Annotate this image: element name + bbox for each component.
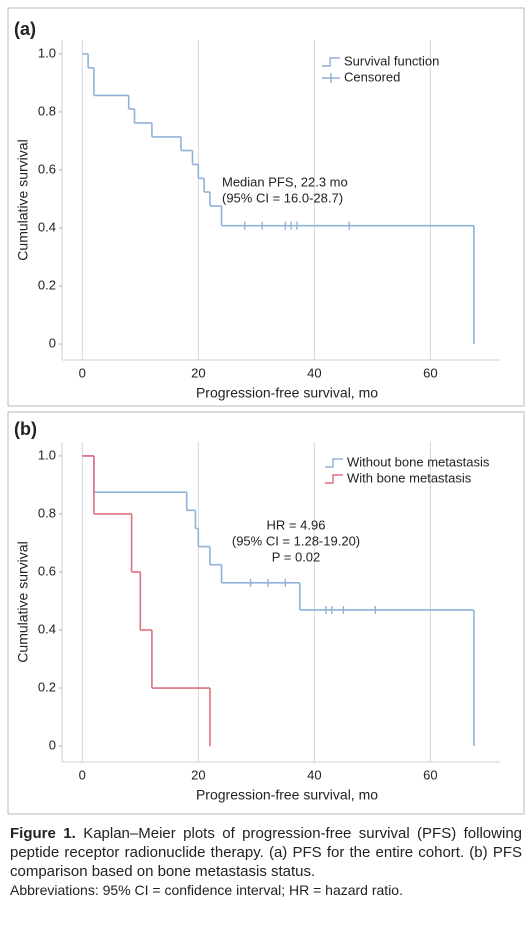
legend-label: Without bone metastasis — [347, 454, 490, 469]
legend-swatch — [325, 458, 343, 468]
x-tick-label: 60 — [423, 767, 437, 782]
x-tick-label: 0 — [79, 365, 86, 380]
y-axis-label: Cumulative survival — [15, 541, 31, 662]
panel-frame — [7, 7, 525, 407]
annotation: (95% CI = 1.28-19.20) — [232, 533, 360, 548]
x-tick-label: 20 — [191, 365, 205, 380]
abbreviations: Abbreviations: 95% CI = confidence inter… — [10, 882, 403, 898]
annotation: (95% CI = 16.0-28.7) — [222, 190, 343, 205]
y-axis-label: Cumulative survival — [15, 139, 31, 260]
caption: Figure 1. Kaplan–Meier plots of progress… — [10, 824, 522, 900]
annotation: HR = 4.96 — [267, 517, 326, 532]
y-tick-label: 0.2 — [38, 679, 56, 694]
caption-text: Kaplan–Meier plots of progression-free s… — [10, 825, 523, 880]
x-axis-label: Progression-free survival, mo — [196, 385, 378, 401]
x-tick-label: 60 — [423, 365, 437, 380]
y-tick-label: 0 — [49, 737, 56, 752]
y-tick-label: 0.6 — [38, 563, 56, 578]
y-tick-label: 1.0 — [38, 45, 56, 60]
y-tick-label: 0.6 — [38, 161, 56, 176]
x-axis-label: Progression-free survival, mo — [196, 787, 378, 803]
panel-title: (a) — [14, 19, 36, 39]
y-tick-label: 0.2 — [38, 277, 56, 292]
y-tick-label: 0.4 — [38, 219, 56, 234]
y-tick-label: 0 — [49, 335, 56, 350]
x-tick-label: 40 — [307, 767, 321, 782]
caption-label: Figure 1. — [10, 825, 76, 842]
legend-swatch — [325, 474, 343, 484]
annotation: P = 0.02 — [272, 549, 321, 564]
y-tick-label: 1.0 — [38, 447, 56, 462]
legend-label: With bone metastasis — [347, 470, 472, 485]
x-tick-label: 0 — [79, 767, 86, 782]
x-tick-label: 40 — [307, 365, 321, 380]
legend-swatch — [322, 57, 340, 67]
figure: (a) 0 20 40 60 1.0 0.8 0.6 0.4 0.2 0 Progression-fr… — [7, 7, 525, 815]
y-tick-label: 0.8 — [38, 103, 56, 118]
panel-frame — [7, 411, 525, 815]
x-tick-label: 20 — [191, 767, 205, 782]
y-tick-label: 0.4 — [38, 621, 56, 636]
y-tick-label: 0.8 — [38, 505, 56, 520]
panel-title: (b) — [14, 419, 37, 439]
annotation: Median PFS, 22.3 mo — [222, 174, 348, 189]
legend-label: Censored — [344, 69, 400, 84]
legend-label: Survival function — [344, 53, 439, 68]
